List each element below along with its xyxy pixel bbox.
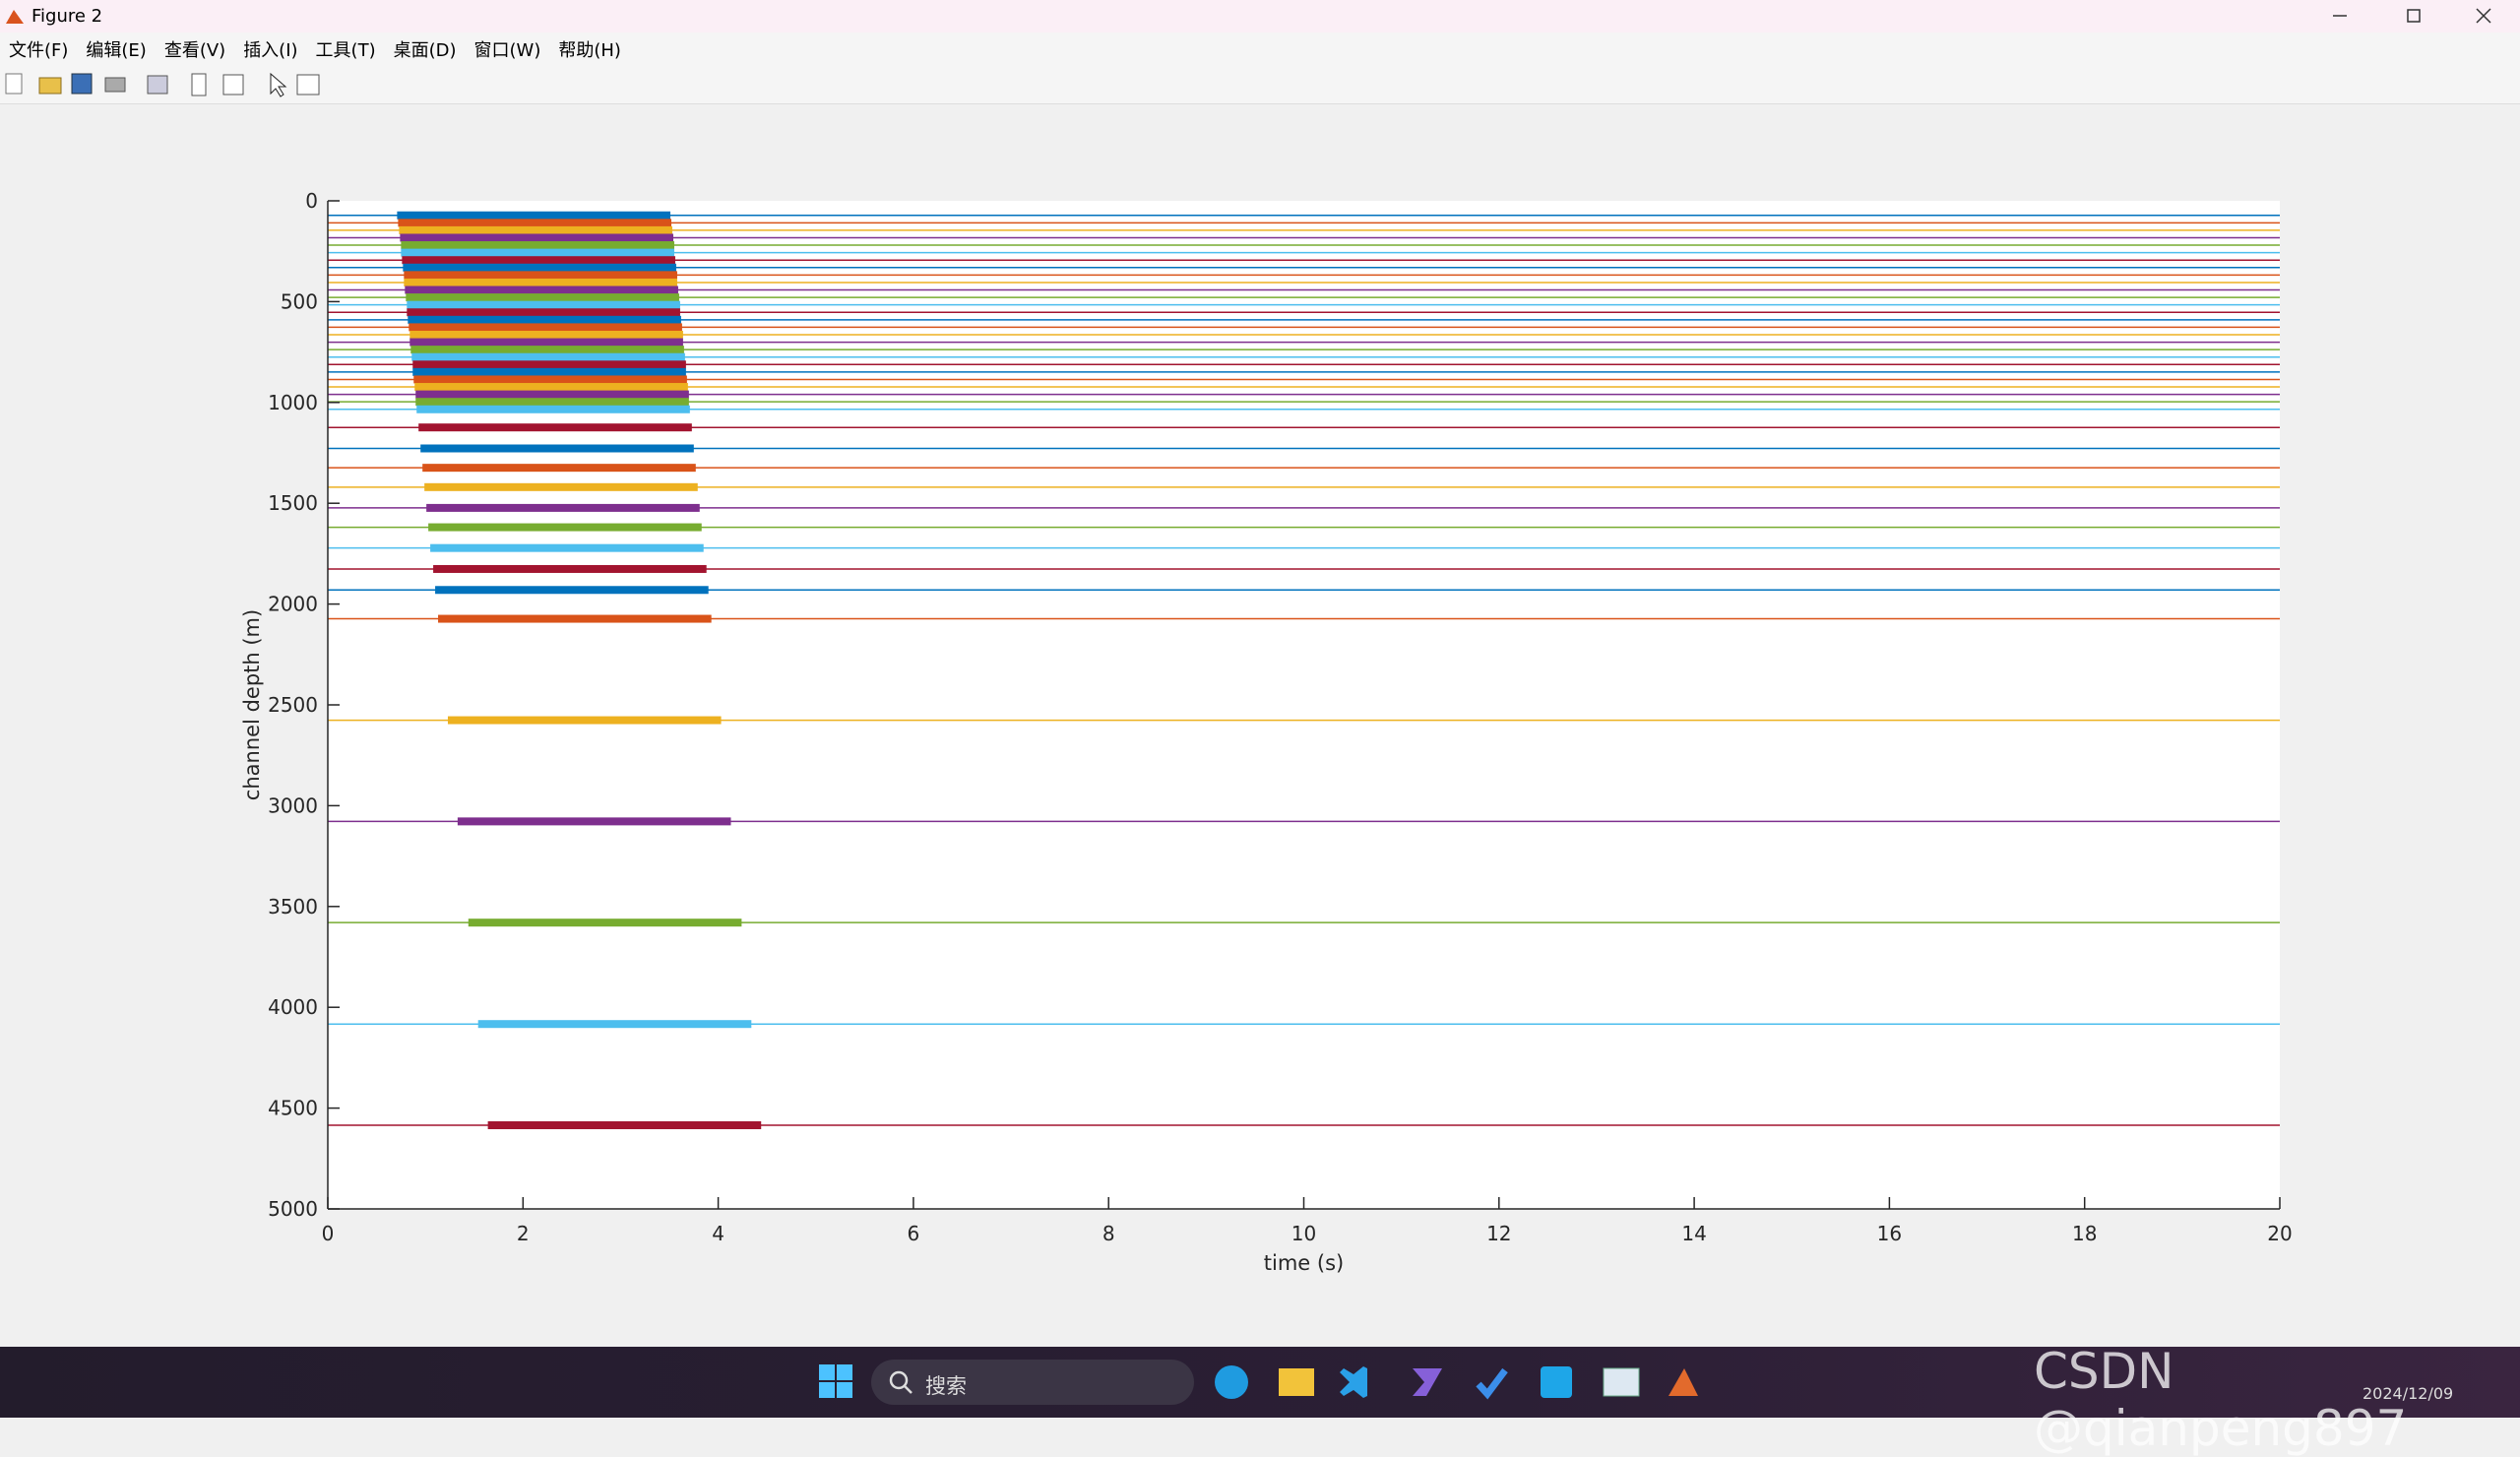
- trace-signal: [404, 271, 677, 280]
- menu-item[interactable]: 文件(F): [9, 40, 69, 61]
- menu-item[interactable]: 桌面(D): [393, 40, 457, 61]
- trace-signal: [403, 263, 676, 272]
- y-tick-label: 1500: [268, 491, 318, 515]
- trace-signal: [410, 338, 683, 347]
- trace-signal: [404, 278, 677, 286]
- x-tick-label: 10: [1292, 1222, 1316, 1245]
- search-icon: [889, 1370, 913, 1394]
- trace-signal: [410, 346, 684, 354]
- trace-signal: [407, 300, 680, 309]
- trace-signal: [401, 248, 674, 257]
- menu-item[interactable]: 工具(T): [315, 40, 376, 61]
- trace-signal: [416, 405, 690, 413]
- trace-signal: [433, 564, 707, 573]
- app-icon: [6, 10, 24, 24]
- x-axis-label: time (s): [1264, 1251, 1344, 1275]
- trace-signal: [426, 503, 700, 512]
- y-tick-label: 1000: [268, 391, 318, 414]
- trace-signal: [413, 375, 687, 384]
- trace-signal: [412, 367, 686, 376]
- trace-signal: [487, 1121, 762, 1130]
- x-tick-label: 2: [517, 1222, 530, 1245]
- y-tick-label: 3000: [268, 793, 318, 817]
- trace-signal: [438, 614, 712, 623]
- y-tick-label: 4000: [268, 995, 318, 1019]
- trace-signal: [424, 482, 698, 491]
- y-tick-label: 5000: [268, 1197, 318, 1221]
- y-tick-label: 2500: [268, 693, 318, 717]
- taskbar: 搜索 2024/12/09: [0, 1347, 2520, 1418]
- y-axis-label: channel depth (m): [240, 609, 264, 800]
- x-tick-label: 0: [322, 1222, 335, 1245]
- trace-signal: [397, 211, 671, 220]
- start-button[interactable]: [807, 1347, 866, 1418]
- trace-signal: [418, 423, 692, 432]
- x-tick-label: 6: [908, 1222, 920, 1245]
- x-tick-label: 4: [712, 1222, 724, 1245]
- trace-signal: [405, 285, 678, 294]
- y-tick-label: 500: [281, 289, 318, 313]
- x-tick-label: 8: [1102, 1222, 1115, 1245]
- trace-signal: [402, 256, 675, 265]
- trace-signal: [409, 323, 682, 332]
- trace-signal: [398, 219, 672, 227]
- menu-item[interactable]: 插入(I): [243, 40, 298, 61]
- toolbar: [0, 66, 2520, 104]
- y-tick-label: 2000: [268, 593, 318, 616]
- trace-signal: [414, 383, 688, 392]
- trace-signal: [412, 360, 686, 369]
- search-box[interactable]: 搜索: [871, 1360, 1194, 1405]
- window-title: Figure 2: [32, 6, 103, 27]
- menu-item[interactable]: 窗口(W): [473, 40, 541, 61]
- menu-bar: 文件(F) 编辑(E) 查看(V) 插入(I) 工具(T) 桌面(D) 窗口(W) 帮助(H): [0, 32, 2520, 66]
- trace-signal: [415, 398, 689, 407]
- menu-item[interactable]: 编辑(E): [86, 40, 147, 61]
- title-bar: Figure 2: [0, 0, 2520, 32]
- trace-signal: [468, 919, 742, 927]
- x-tick-label: 14: [1681, 1222, 1706, 1245]
- clock-date: 2024/12/09: [2362, 1384, 2454, 1403]
- search-text: 搜索: [925, 1374, 967, 1398]
- trace-signal: [399, 225, 672, 234]
- trace-signal: [420, 444, 694, 453]
- watermark: CSDN @qianpeng897: [2034, 1343, 2408, 1457]
- trace-signal: [408, 315, 681, 324]
- trace-signal: [400, 233, 673, 242]
- trace-signal: [406, 293, 679, 302]
- trace-signal: [411, 352, 685, 361]
- x-tick-label: 18: [2072, 1222, 2097, 1245]
- toolbar-icons[interactable]: [0, 66, 335, 103]
- x-tick-label: 20: [2267, 1222, 2292, 1245]
- window-controls[interactable]: [2303, 0, 2500, 32]
- trace-signal: [422, 464, 696, 473]
- trace-signal: [407, 308, 680, 317]
- y-tick-label: 4500: [268, 1097, 318, 1120]
- y-tick-label: 0: [305, 189, 318, 213]
- trace-signal: [435, 586, 709, 595]
- menu-item[interactable]: 帮助(H): [558, 40, 621, 61]
- trace-signal: [430, 543, 704, 552]
- trace-signal: [457, 817, 731, 826]
- trace-signal: [410, 330, 683, 339]
- trace-signal: [477, 1020, 752, 1029]
- x-tick-label: 12: [1486, 1222, 1511, 1245]
- trace-signal: [447, 716, 722, 725]
- x-tick-label: 16: [1877, 1222, 1902, 1245]
- menu-item[interactable]: 查看(V): [163, 40, 226, 61]
- trace-signal: [415, 390, 689, 399]
- trace-signal: [428, 523, 702, 532]
- chart: 0 500 1000 1500 2000 2500 3000 3500 4000 4500 5000…: [240, 189, 2293, 1275]
- taskbar-apps[interactable]: [1206, 1347, 1718, 1418]
- trace-signal: [401, 241, 674, 250]
- y-tick-label: 3500: [268, 895, 318, 919]
